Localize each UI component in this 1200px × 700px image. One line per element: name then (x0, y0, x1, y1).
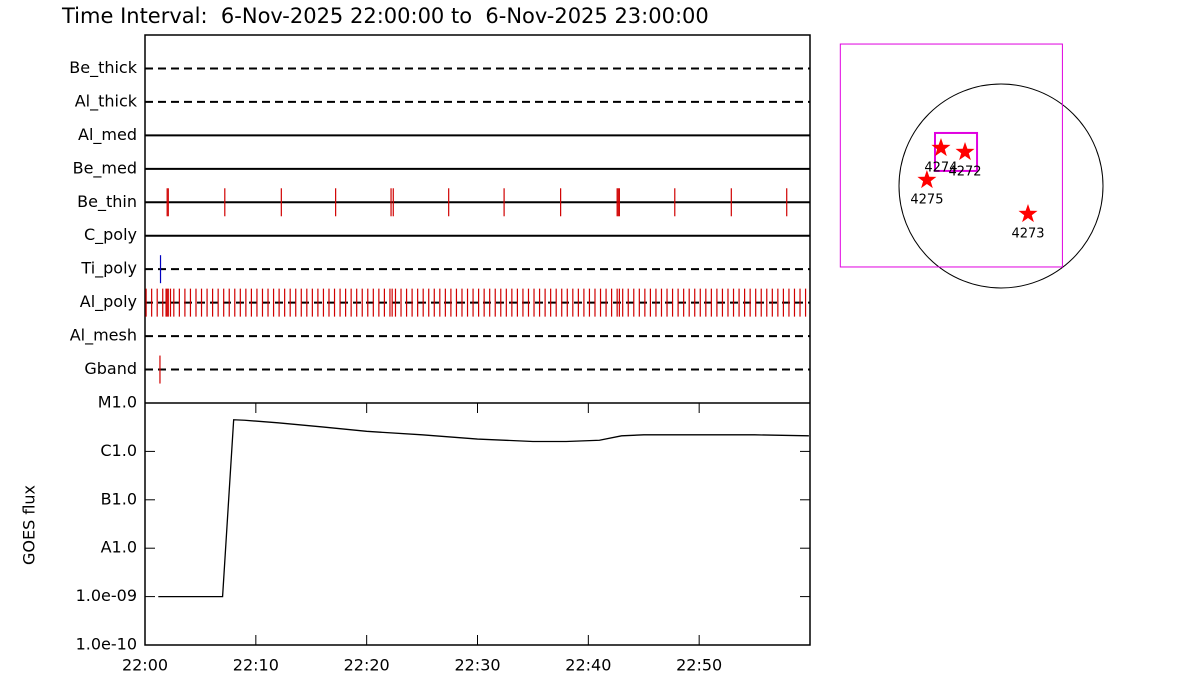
region-label: 4274 (924, 161, 957, 176)
x-tick-label: 22:00 (122, 656, 168, 675)
x-tick-label: 22:40 (565, 656, 611, 675)
target-box (933, 131, 979, 172)
field-of-view (839, 43, 1063, 268)
region-label: 4275 (910, 193, 943, 208)
y-axis-label: GOES flux (20, 485, 39, 565)
y-tick-label: M1.0 (98, 393, 137, 412)
x-tick-label: 22:10 (233, 656, 279, 675)
x-tick-label: 22:20 (344, 656, 390, 675)
y-tick-label: C1.0 (100, 441, 137, 460)
row-label: Ti_poly (80, 259, 137, 279)
row-label: Al_med (78, 125, 137, 145)
frame (144, 34, 811, 646)
y-tick-label: B1.0 (101, 489, 137, 508)
y-tick-label: A1.0 (101, 538, 137, 557)
region-star (931, 138, 951, 157)
row-label: Be_thin (77, 192, 137, 212)
row-label: Be_thick (69, 58, 137, 78)
region-star (1018, 204, 1038, 223)
goes-line (158, 419, 809, 598)
region-label: 4272 (948, 165, 981, 180)
x-tick-label: 22:30 (454, 656, 500, 675)
solar-disk (898, 83, 1104, 289)
y-tick-label: 1.0e-10 (76, 635, 137, 654)
row-label: Al_poly (80, 292, 137, 312)
x-tick-label: 22:50 (676, 656, 722, 675)
row-label: Gband (84, 359, 137, 378)
region-star (917, 170, 937, 189)
row-label: C_poly (84, 225, 137, 245)
row-label: Al_mesh (70, 326, 137, 346)
row-label: Be_med (73, 158, 137, 178)
y-tick-label: 1.0e-09 (76, 586, 137, 605)
chart-title: Time Interval: 6-Nov-2025 22:00:00 to 6-… (61, 4, 709, 28)
row-label: Al_thick (75, 91, 138, 111)
region-label: 4273 (1011, 227, 1044, 242)
region-star (955, 142, 975, 161)
